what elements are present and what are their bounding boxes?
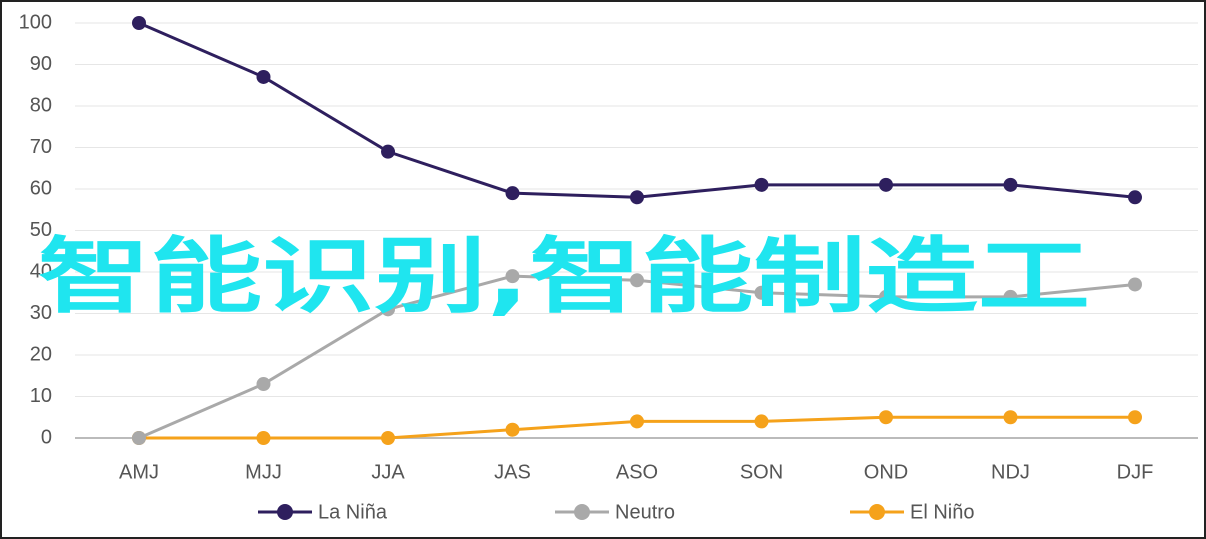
legend-label: Neutro	[615, 501, 675, 523]
point	[1003, 177, 1018, 192]
x-tick-label: ASO	[616, 461, 658, 483]
y-tick-label: 100	[19, 11, 52, 33]
y-tick-label: 10	[30, 385, 52, 407]
point	[879, 289, 893, 304]
point	[505, 269, 520, 284]
point	[1128, 277, 1142, 292]
y-tick-label: 90	[30, 53, 52, 75]
point	[505, 186, 520, 201]
y-tick-label: 20	[30, 343, 52, 365]
point	[879, 410, 893, 425]
x-tick-label: OND	[864, 461, 908, 483]
point	[1003, 289, 1018, 304]
point	[754, 285, 769, 300]
overlay-annotation: 智能识别,智能制造工	[38, 229, 1090, 324]
point	[256, 69, 271, 84]
point	[754, 414, 769, 429]
point	[754, 177, 769, 192]
point	[1128, 190, 1142, 205]
point	[132, 16, 146, 30]
legend-marker	[869, 504, 885, 520]
point	[381, 144, 395, 159]
y-tick-label: 30	[30, 302, 52, 324]
point	[630, 273, 644, 288]
y-tick-label: 80	[30, 94, 52, 116]
point	[256, 377, 271, 392]
point	[132, 431, 146, 445]
y-tick-label: 70	[30, 136, 52, 158]
x-tick-label: JJA	[371, 461, 405, 483]
legend-label: La Niña	[318, 501, 388, 523]
x-tick-label: NDJ	[991, 461, 1030, 483]
point	[1003, 410, 1018, 425]
y-tick-label: 50	[30, 219, 52, 241]
y-tick-label: 40	[30, 260, 52, 282]
point	[256, 431, 271, 445]
legend-label: El Niño	[910, 501, 974, 523]
x-tick-label: AMJ	[119, 461, 159, 483]
legend-marker	[277, 504, 293, 520]
point	[505, 422, 520, 437]
y-tick-label: 0	[41, 426, 52, 448]
point	[630, 414, 644, 429]
point	[381, 302, 395, 317]
x-tick-label: DJF	[1117, 461, 1154, 483]
point	[381, 431, 395, 445]
x-tick-label: JAS	[494, 461, 531, 483]
point	[1128, 410, 1142, 425]
x-tick-label: SON	[740, 461, 783, 483]
legend-marker	[574, 504, 590, 520]
y-tick-label: 60	[30, 177, 52, 199]
point	[879, 177, 893, 192]
point	[630, 190, 644, 205]
x-tick-label: MJJ	[245, 461, 282, 483]
